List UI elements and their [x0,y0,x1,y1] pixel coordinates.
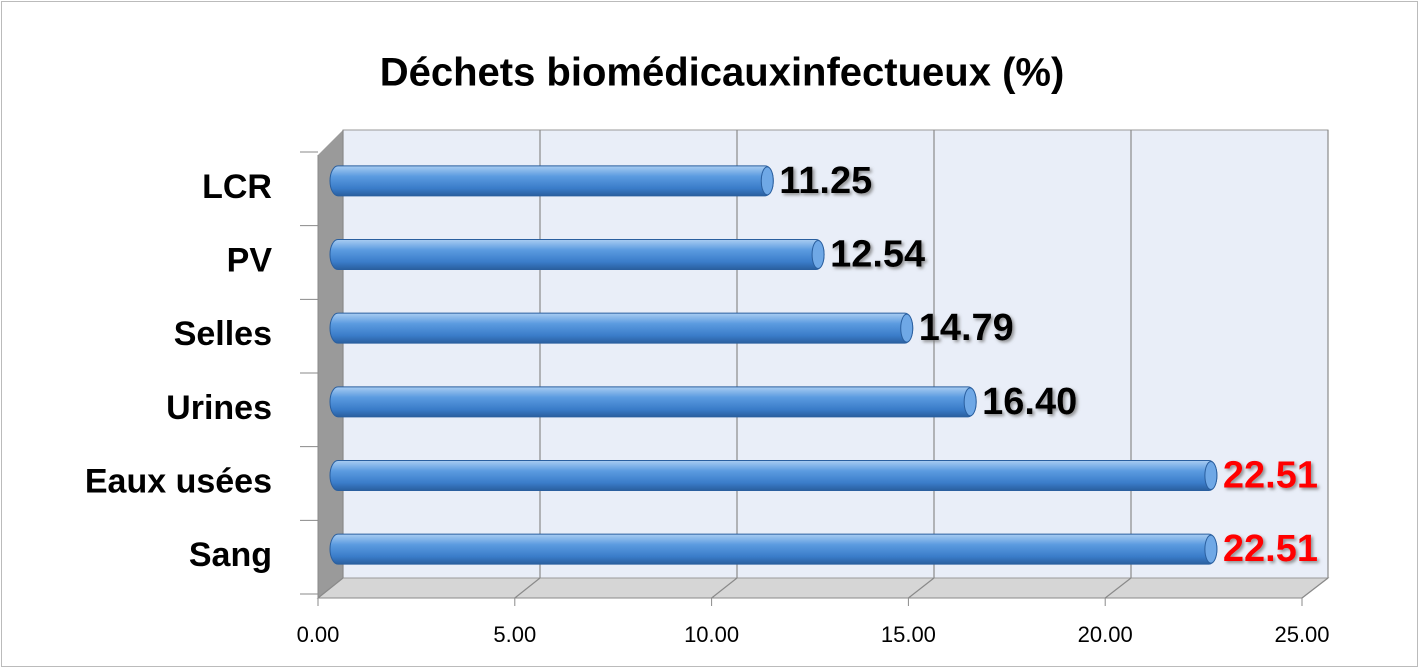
bar [329,312,914,344]
x-tick-label: 0.00 [297,622,340,647]
grid-line [1301,577,1329,599]
side-wall [318,130,343,598]
bar [329,165,774,197]
x-tick-label: 25.00 [1274,622,1329,647]
x-tick-label: 5.00 [493,622,536,647]
data-label: 12.54 [830,234,925,276]
y-tick-label: LCR [202,168,272,206]
data-label: 22.51 [1223,528,1318,570]
bar-cap [1204,534,1218,564]
bar [329,533,1218,565]
y-tick-label: Urines [166,389,272,427]
chart-title: Déchets biomédicauxinfectueux (%) [380,51,1065,95]
grid-line [317,577,344,599]
y-tick-label: Sang [189,536,272,574]
y-tick-label: Eaux usées [85,462,272,500]
x-tick-label: 15.00 [881,622,936,647]
bar-cap [760,166,774,196]
bar [329,386,977,418]
grid-line [1104,577,1132,599]
bar-cap [811,240,825,269]
y-tick-label: PV [227,241,273,279]
data-label: 14.79 [919,307,1014,349]
bar [329,460,1218,491]
grid-line [711,577,738,599]
grid-line [514,577,541,599]
bar [329,239,825,270]
data-label: 22.51 [1223,455,1318,497]
y-tick-label: Selles [174,315,272,353]
x-tick-label: 20.00 [1078,622,1133,647]
bar-cap [900,313,914,343]
data-label: 11.25 [779,160,872,202]
data-label: 16.40 [982,381,1077,423]
floor [316,577,1330,599]
grid-line [908,577,935,599]
bar-cap [1204,461,1218,490]
bar-cap [963,387,977,417]
x-tick-label: 10.00 [684,622,739,647]
